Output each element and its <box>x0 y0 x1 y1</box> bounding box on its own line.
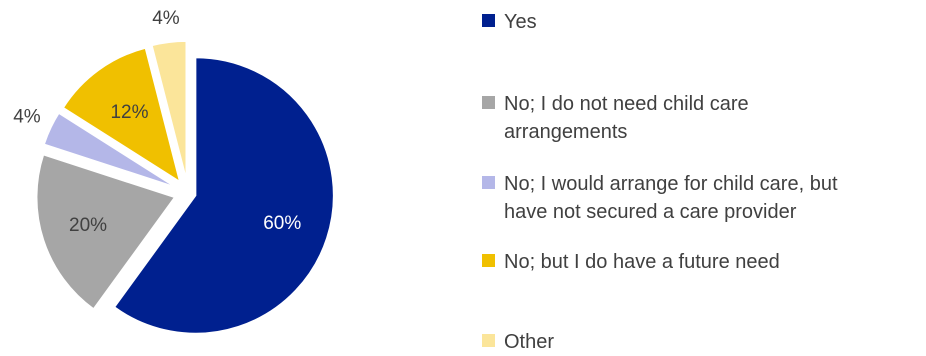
pie-slice-no-i-would-arrange-for-child-care-but-have-not-secured-a-care-provider <box>43 112 176 188</box>
data-label-no-but-i-do-have-a-future-need: 12% <box>110 102 148 123</box>
data-label-no-i-would-arrange-for-child-care-but-have-not-secured-a-care-provider: 4% <box>13 107 41 128</box>
legend-swatch <box>482 334 495 347</box>
pie-slice-other <box>151 40 187 180</box>
legend-swatch <box>482 176 495 189</box>
legend-label: arrangements <box>504 121 627 143</box>
legend-label: No; I do not need child care <box>504 93 749 115</box>
legend-item-no-i-would-arrange-for-child-care-but-have-not-secured-a-care-provider: No; I would arrange for child care, but h… <box>482 173 838 223</box>
legend-item-no-but-i-do-have-a-future-need: No; but I do have a future need <box>482 251 780 273</box>
data-label-yes: 60% <box>263 213 301 234</box>
legend-swatch <box>482 14 495 27</box>
pie-labels: 60% 20% 4% 12% 4% <box>13 8 301 236</box>
legend-swatch <box>482 254 495 267</box>
pie-slices <box>36 40 335 335</box>
pie-slice-no-but-i-do-have-a-future-need <box>62 47 181 184</box>
legend-label: Yes <box>504 11 537 33</box>
legend-label: No; but I do have a future need <box>504 251 780 273</box>
pie-slice-no-i-do-not-need-child-care-arrangements <box>36 153 176 311</box>
pie-slice-yes <box>113 56 335 335</box>
legend-label: have not secured a care provider <box>504 201 797 223</box>
legend: Yes No; I do not need child care arrangeme… <box>482 11 838 353</box>
legend-label: No; I would arrange for child care, but <box>504 173 838 195</box>
data-label-no-i-do-not-need-child-care-arrangements: 20% <box>69 215 107 236</box>
legend-label: Other <box>504 331 554 353</box>
legend-item-yes: Yes <box>482 11 537 33</box>
legend-swatch <box>482 96 495 109</box>
data-label-other: 4% <box>152 8 180 29</box>
legend-item-no-i-do-not-need-child-care-arrangements: No; I do not need child care arrangements <box>482 93 749 143</box>
legend-item-other: Other <box>482 331 554 353</box>
